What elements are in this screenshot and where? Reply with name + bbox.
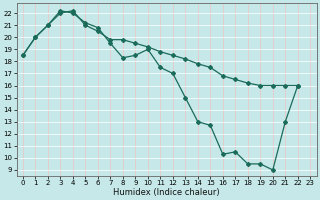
X-axis label: Humidex (Indice chaleur): Humidex (Indice chaleur) xyxy=(113,188,220,197)
